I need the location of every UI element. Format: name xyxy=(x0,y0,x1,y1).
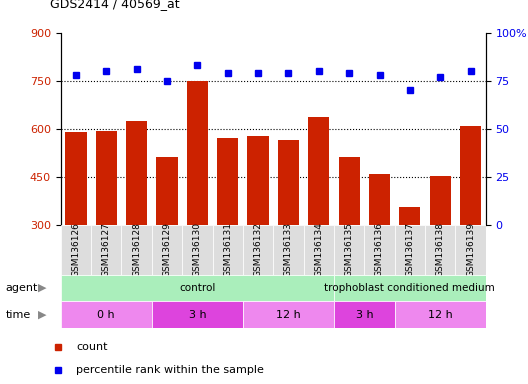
Text: 12 h: 12 h xyxy=(428,310,452,320)
Bar xyxy=(182,225,212,275)
Text: time: time xyxy=(5,310,31,320)
Text: control: control xyxy=(179,283,215,293)
Text: GSM136132: GSM136132 xyxy=(253,222,262,277)
Text: agent: agent xyxy=(5,283,37,293)
Bar xyxy=(455,225,486,275)
Bar xyxy=(152,225,182,275)
Bar xyxy=(394,225,425,275)
Bar xyxy=(121,225,152,275)
Text: trophoblast conditioned medium: trophoblast conditioned medium xyxy=(325,283,495,293)
Text: GSM136133: GSM136133 xyxy=(284,222,293,277)
Text: GSM136128: GSM136128 xyxy=(132,222,141,277)
Bar xyxy=(248,136,269,225)
Text: 3 h: 3 h xyxy=(188,310,206,320)
Text: 3 h: 3 h xyxy=(355,310,373,320)
Text: GSM136137: GSM136137 xyxy=(406,222,414,277)
Bar xyxy=(364,225,395,275)
Bar xyxy=(308,118,329,225)
Bar xyxy=(399,207,420,225)
Text: 12 h: 12 h xyxy=(276,310,301,320)
Bar xyxy=(430,176,451,225)
Text: GDS2414 / 40569_at: GDS2414 / 40569_at xyxy=(50,0,180,10)
Text: GSM136126: GSM136126 xyxy=(71,222,80,277)
Text: ▶: ▶ xyxy=(38,310,46,320)
Bar xyxy=(334,225,364,275)
Bar xyxy=(394,301,486,328)
Text: GSM136127: GSM136127 xyxy=(102,222,111,277)
Text: GSM136131: GSM136131 xyxy=(223,222,232,277)
Bar xyxy=(65,132,87,225)
Text: count: count xyxy=(76,341,108,352)
Bar xyxy=(304,225,334,275)
Bar xyxy=(243,225,274,275)
Bar xyxy=(217,138,238,225)
Bar xyxy=(96,131,117,225)
Bar xyxy=(460,126,481,225)
Bar xyxy=(278,139,299,225)
Bar xyxy=(334,301,395,328)
Text: GSM136130: GSM136130 xyxy=(193,222,202,277)
Bar xyxy=(126,121,147,225)
Bar xyxy=(338,157,360,225)
Text: GSM136138: GSM136138 xyxy=(436,222,445,277)
Bar xyxy=(274,225,304,275)
Bar xyxy=(91,225,121,275)
Bar xyxy=(212,225,243,275)
Bar xyxy=(156,157,177,225)
Bar xyxy=(334,275,486,301)
Text: GSM136134: GSM136134 xyxy=(314,222,323,277)
Text: percentile rank within the sample: percentile rank within the sample xyxy=(76,365,264,375)
Bar xyxy=(369,174,390,225)
Bar xyxy=(187,81,208,225)
Text: GSM136136: GSM136136 xyxy=(375,222,384,277)
Text: GSM136129: GSM136129 xyxy=(163,222,172,277)
Text: 0 h: 0 h xyxy=(98,310,115,320)
Bar xyxy=(61,225,91,275)
Text: ▶: ▶ xyxy=(38,283,46,293)
Bar xyxy=(61,301,152,328)
Bar xyxy=(425,225,455,275)
Bar xyxy=(152,301,243,328)
Bar xyxy=(61,275,334,301)
Text: GSM136135: GSM136135 xyxy=(345,222,354,277)
Bar xyxy=(243,301,334,328)
Text: GSM136139: GSM136139 xyxy=(466,222,475,277)
